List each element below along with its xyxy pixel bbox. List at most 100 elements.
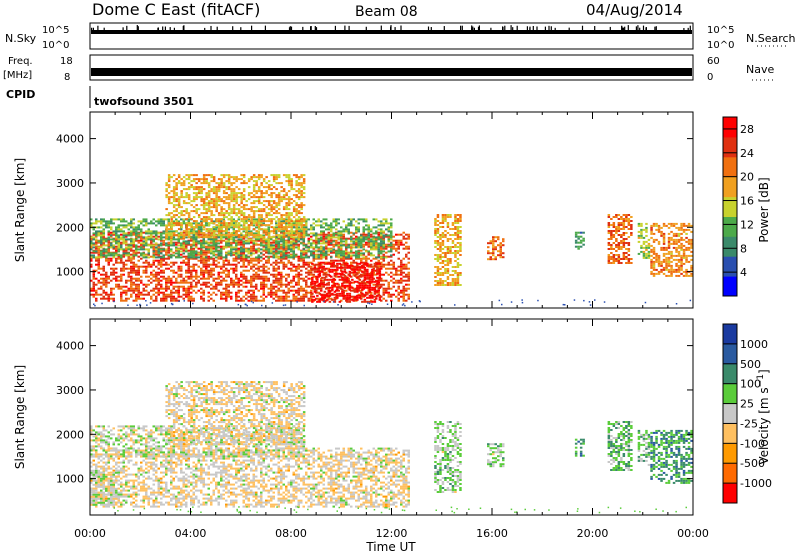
power-echo-cell [92,250,95,253]
power-echo-cell [147,238,150,241]
power-echo-cell [95,257,98,260]
power-echo-cell [240,202,243,205]
power-echo-cell [237,241,240,244]
power-echo-cell [252,184,256,187]
power-echo-cell [195,230,198,233]
power-echo-cell [322,293,325,296]
power-echo-cell [377,231,380,234]
power-echo-cell [237,295,240,298]
power-echo-cell [262,222,265,225]
power-echo-cell [292,240,295,243]
power-echo-cell [122,248,125,251]
power-echo-cell [262,281,265,284]
power-echo-cell [290,269,293,272]
cpid-value: twofsound 3501 [94,95,194,108]
power-echo-cell [160,275,163,278]
power-echo-cell [177,285,180,288]
power-echo-cell [262,287,265,290]
power-echo-cell [277,200,281,203]
power-echo-cell [127,267,130,270]
power-echo-cell [240,220,243,223]
power-echo-cell [342,255,345,258]
power-echo-cell [325,267,328,270]
power-echo-cell [352,233,355,236]
power-echo-cell [95,238,98,241]
power-echo-cell [240,212,243,215]
power-echo-cell [117,279,120,282]
power-echo-cell [335,220,338,223]
power-echo-cell [405,279,408,282]
power-echo-cell [235,297,238,300]
power-echo-cell [202,204,206,207]
power-echo-cell [275,178,278,181]
power-echo-cell [100,250,103,253]
power-echo-cell [302,204,306,207]
power-echo-cell [207,234,211,237]
power-echo-cell [345,254,348,257]
power-echo-cell [187,216,191,219]
power-echo-cell [313,266,317,269]
power-echo-cell [400,261,403,264]
power-echo-cell [197,228,200,231]
power-echo-cell [287,251,290,254]
power-echo-cell [330,239,333,242]
power-echo-cell [280,279,283,282]
power-echo-cell [377,265,380,268]
power-echo-cell [277,240,280,243]
power-echo-cell [190,174,193,177]
power-echo-cell [320,279,323,282]
power-echo-cell [402,231,405,234]
power-echo-cell [338,292,342,295]
noise-trace-spike [502,26,504,32]
power-echo-cell [170,295,173,298]
power-echo-cell [318,272,322,275]
power-echo-cell [242,206,246,209]
power-echo-cell [282,236,286,239]
power-echo-cell [285,245,288,248]
power-echo-cell [407,233,410,236]
power-echo-cell [172,242,175,245]
power-echo-cell [370,293,373,296]
power-echo-cell [170,230,173,233]
noise-trace-spike [471,27,473,33]
power-echo-cell [187,267,190,270]
power-echo-cell [260,248,263,251]
power-echo-cell [175,281,178,284]
power-echo-cell [235,230,238,233]
power-echo-cell [220,232,223,235]
power-echo-cell [265,265,268,268]
power-echo-cell [370,233,373,236]
power-echo-cell [95,293,98,296]
power-echo-cell [220,236,223,239]
power-echo-cell [235,257,238,260]
power-echo-cell [205,180,208,183]
power-echo-cell [285,299,288,302]
power-echo-cell [92,285,95,288]
power-echo-cell [277,289,280,292]
power-echo-cell [225,228,228,231]
power-echo-cell [287,202,291,205]
power-echo-cell [207,208,211,211]
power-echo-cell [382,253,385,256]
power-echo-cell [347,277,350,280]
power-echo-cell [222,265,225,268]
power-echo-cell [407,295,410,298]
power-echo-cell [140,222,143,225]
power-echo-cell [160,285,163,288]
power-echo-cell [210,241,213,244]
power-echo-cell [172,244,175,247]
noise-trace-spike [544,26,546,32]
power-echo-cell [157,271,160,274]
power-echo-cell [302,257,305,260]
power-echo-cell [232,269,235,272]
power-echo-cell [282,252,285,255]
power-echo-cell [235,255,238,258]
power-echo-cell [257,228,261,231]
power-echo-cell [340,232,343,235]
power-echo-cell [187,257,190,260]
power-echo-cell [220,271,223,274]
power-echo-cell [192,234,195,237]
power-echo-cell [105,238,108,241]
power-echo-cell [352,224,355,227]
power-echo-cell [185,234,188,237]
